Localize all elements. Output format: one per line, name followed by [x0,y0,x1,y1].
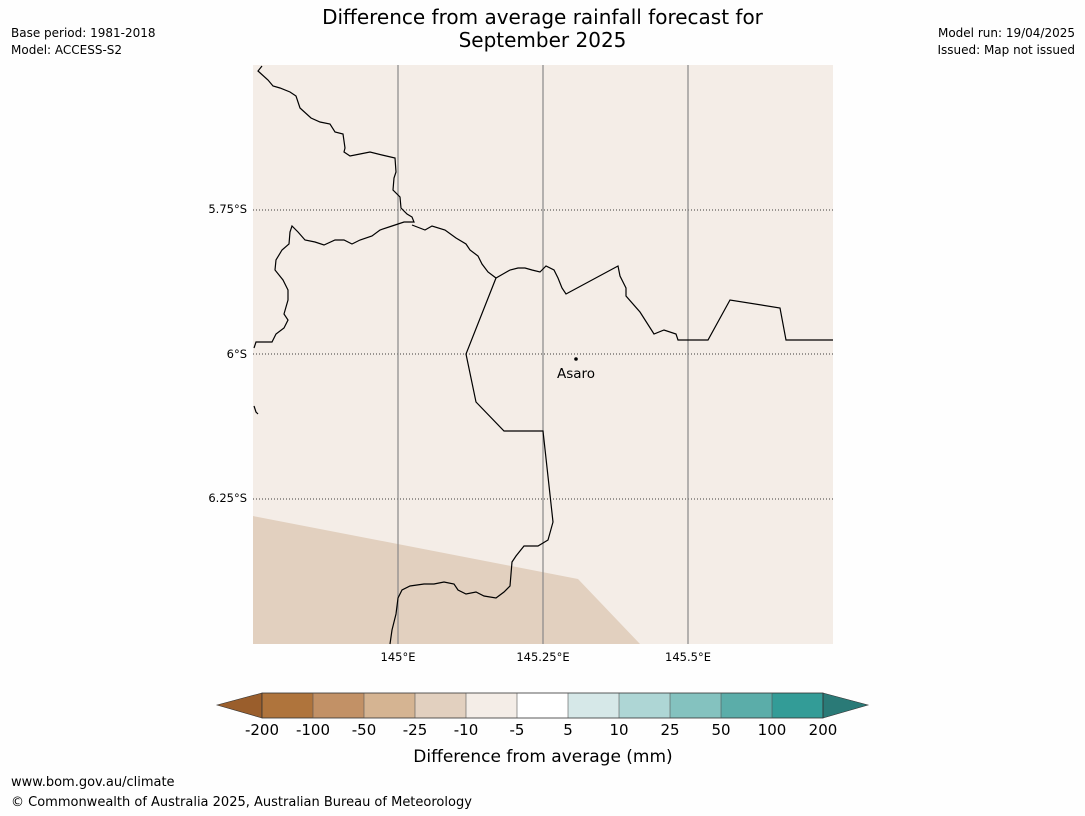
colorbar-segment [619,693,670,718]
town-marker [574,357,578,361]
colorbar-segment [466,693,517,718]
map-title: Difference from average rainfall forecas… [0,6,1085,52]
colorbar-tick-label: -100 [296,721,330,739]
lon-tick-label: 145.25°E [516,650,569,664]
colorbar-segment [721,693,772,718]
colorbar-tick-label: 100 [758,721,787,739]
colorbar-tick-label: 25 [660,721,679,739]
colorbar-tick-label: 50 [711,721,730,739]
colorbar-title: Difference from average (mm) [413,747,672,767]
model-run: Model run: 19/04/2025 [937,26,1075,40]
meta-right: Model run: 19/04/2025 Issued: Map not is… [937,25,1075,59]
title-line-1: Difference from average rainfall forecas… [322,5,763,29]
colorbar-tick-label: -5 [510,721,525,739]
colorbar-segment [262,693,313,718]
colorbar-tick-label: 200 [809,721,838,739]
colorbar-segment [568,693,619,718]
colorbar-segment [415,693,466,718]
colorbar-ticks: -200 -100 -50 -25 -10 -5 5 10 25 50 100 … [245,721,837,739]
colorbar: -200 -100 -50 -25 -10 -5 5 10 25 50 100 … [215,692,870,767]
base-period: Base period: 1981-2018 [11,26,156,40]
province-boundaries [253,65,833,645]
place-label: Asaro [557,366,595,382]
colorbar-segment [517,693,568,718]
colorbar-frame [261,692,824,719]
boundary-west-south [389,277,554,645]
colorbar-tick-label: -10 [454,721,479,739]
lat-tick-label: 6.25°S [208,491,247,505]
lat-tick-label: 6°S [227,347,247,361]
graticule [253,65,833,644]
lon-tick-label: 145.5°E [665,650,711,664]
colorbar-tick-label: -25 [403,721,428,739]
footer-url: www.bom.gov.au/climate [11,775,175,790]
lat-tick-label: 5.75°S [208,202,247,216]
colorbar-tick-label: -200 [245,721,279,739]
colorbar-segment [772,693,823,718]
title-line-2: September 2025 [458,28,627,52]
boundary-central [411,224,833,341]
colorbar-segment [313,693,364,718]
colorbar-dividers [312,693,773,718]
meta-left: Base period: 1981-2018 Model: ACCESS-S2 [11,25,156,59]
colorbar-extend-high [822,692,870,719]
lon-tick-label: 145°E [381,650,416,664]
boundary-north [253,65,415,349]
colorbar-tick-label: -50 [352,721,377,739]
issued-status: Issued: Map not issued [937,43,1075,57]
colorbar-segment [364,693,415,718]
colorbar-extend-low [215,692,263,719]
colorbar-segment [670,693,721,718]
model-name: Model: ACCESS-S2 [11,43,123,57]
boundary-west-stub [253,405,259,415]
colorbar-tick-label: 10 [609,721,628,739]
colorbar-tick-label: 5 [563,721,573,739]
footer-copyright: © Commonwealth of Australia 2025, Austra… [11,795,472,810]
